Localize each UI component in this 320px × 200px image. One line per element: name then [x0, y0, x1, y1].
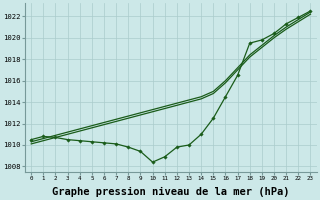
X-axis label: Graphe pression niveau de la mer (hPa): Graphe pression niveau de la mer (hPa) — [52, 186, 290, 197]
